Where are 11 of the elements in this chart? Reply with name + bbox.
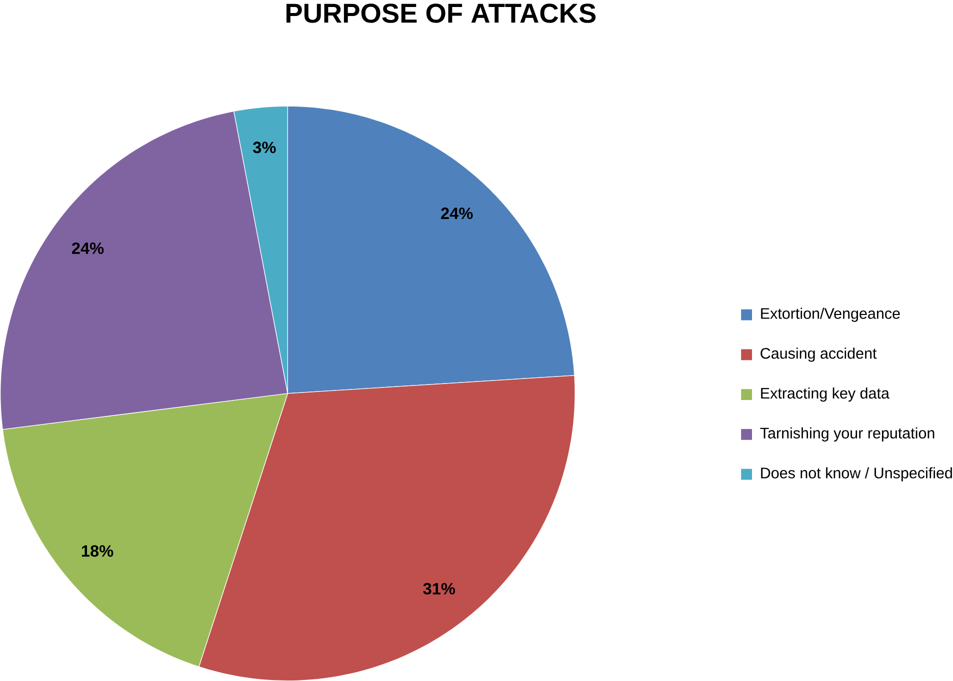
- data-label: 3%: [252, 142, 276, 154]
- data-label: 31%: [423, 582, 456, 594]
- data-label: 18%: [82, 545, 114, 557]
- chart-title: PURPOSE OF ATTACKS: [286, 4, 596, 23]
- legend-label: Causing accident: [760, 348, 877, 362]
- data-label: 24%: [72, 242, 104, 254]
- legend-label: Tarnishing your reputation: [760, 427, 934, 442]
- legend-label: Extortion/Vengeance: [761, 308, 900, 322]
- legend-label: Does not know / Unspecified: [761, 467, 952, 482]
- legend-label: Extracting key data: [761, 387, 890, 402]
- data-label: 24%: [441, 207, 473, 220]
